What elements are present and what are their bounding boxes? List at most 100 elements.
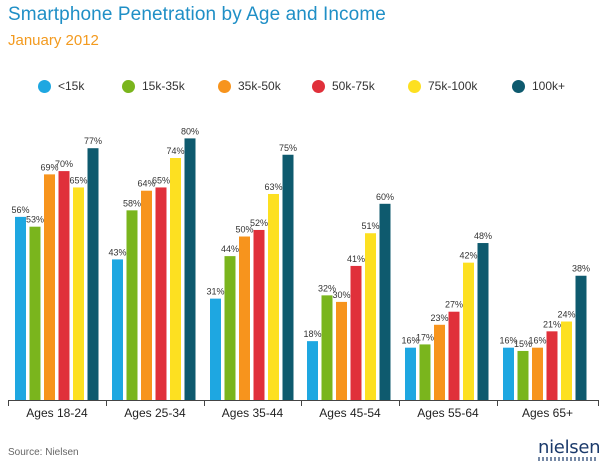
data-label: 42%: [459, 251, 477, 261]
legend-swatch: [38, 79, 51, 93]
legend-swatch: [512, 79, 525, 93]
data-label: 65%: [69, 175, 87, 185]
nielsen-logo: nielsen: [538, 437, 600, 458]
data-label: 70%: [55, 159, 73, 169]
data-label: 58%: [123, 198, 141, 208]
bar: [282, 154, 294, 400]
data-label: 43%: [108, 247, 126, 257]
data-label: 74%: [166, 146, 184, 156]
bar: [561, 321, 572, 400]
chart-subtitle: January 2012: [8, 32, 99, 49]
data-label: 60%: [376, 192, 394, 202]
bar: [253, 229, 265, 400]
legend-label: 15k-35k: [142, 79, 185, 93]
bar: [73, 187, 84, 400]
chart-title: Smartphone Penetration by Age and Income: [8, 4, 386, 25]
x-tick-label: Ages 45-54: [319, 406, 381, 420]
bar: [379, 203, 391, 400]
bar: [517, 350, 529, 400]
x-tick-label: Ages 55-64: [417, 406, 479, 420]
bar: [112, 259, 123, 400]
bar: [268, 193, 279, 400]
data-label: 77%: [84, 136, 102, 146]
legend-item: <15k: [38, 79, 84, 93]
legend-label: <15k: [58, 79, 85, 93]
x-tick-label: Ages 25-34: [124, 406, 186, 420]
data-label: 69%: [40, 162, 58, 172]
data-label: 15%: [514, 339, 532, 349]
data-label: 18%: [303, 329, 321, 339]
data-label: 75%: [279, 143, 297, 153]
data-label: 63%: [264, 182, 282, 192]
bar: [184, 138, 196, 400]
legend-swatch: [408, 79, 421, 93]
bar: [29, 226, 41, 400]
bar: [532, 347, 543, 400]
data-label: 50%: [235, 225, 253, 235]
bar: [170, 158, 181, 400]
bar: [239, 236, 250, 400]
bar: [477, 243, 489, 400]
data-label: 21%: [543, 319, 561, 329]
legend-swatch: [312, 79, 325, 93]
legend-label: 75k-100k: [428, 79, 478, 93]
bar: [503, 347, 514, 400]
x-tick-label: Ages 65+: [522, 406, 573, 420]
source-note: Source: Nielsen: [8, 447, 79, 458]
data-label: 30%: [332, 290, 350, 300]
data-label: 38%: [572, 264, 590, 274]
data-label: 56%: [11, 205, 29, 215]
x-tick-label: Ages 35-44: [222, 406, 284, 420]
bar: [224, 256, 236, 400]
legend-item: 35k-50k: [218, 79, 281, 93]
legend-swatch: [218, 79, 231, 93]
bar: [58, 171, 70, 400]
legend-label: 50k-75k: [332, 79, 375, 93]
x-tick-label: Ages 18-24: [26, 406, 88, 420]
data-label: 16%: [401, 336, 419, 346]
data-label: 23%: [430, 313, 448, 323]
legend-item: 15k-35k: [122, 79, 185, 93]
data-label: 65%: [152, 175, 170, 185]
legend-label: 35k-50k: [238, 79, 281, 93]
legend-label: 100k+: [532, 79, 566, 93]
bar: [141, 190, 152, 400]
bar: [44, 174, 55, 400]
legend-item: 75k-100k: [408, 79, 477, 93]
data-label: 16%: [528, 336, 546, 346]
legend: <15k 15k-35k 35k-50k 50k-75k 75k-100k 100k+: [38, 79, 598, 99]
bar: [15, 216, 26, 400]
bar: [321, 295, 333, 400]
data-label: 32%: [318, 283, 336, 293]
legend-item: 100k+: [512, 79, 565, 93]
bar: [463, 262, 474, 400]
legend-swatch: [122, 79, 135, 93]
data-label: 48%: [474, 231, 492, 241]
bar: [546, 331, 558, 400]
data-label: 51%: [361, 221, 379, 231]
bar: [307, 341, 318, 400]
data-label: 52%: [250, 218, 268, 228]
bar: [434, 324, 445, 400]
data-label: 53%: [26, 215, 44, 225]
logo-underline: [538, 457, 596, 461]
bar: [419, 344, 431, 400]
data-label: 64%: [137, 179, 155, 189]
data-label: 31%: [206, 287, 224, 297]
data-label: 17%: [416, 332, 434, 342]
bar: [336, 301, 347, 400]
data-label: 44%: [221, 244, 239, 254]
data-label: 27%: [445, 300, 463, 310]
legend-item: 50k-75k: [312, 79, 375, 93]
data-label: 24%: [557, 310, 575, 320]
bar: [365, 233, 376, 400]
bar: [448, 311, 460, 400]
bar: [210, 298, 221, 400]
data-label: 41%: [347, 254, 365, 264]
bar: [405, 347, 416, 400]
bar: [87, 148, 99, 400]
bar: [126, 210, 138, 400]
bar: [575, 275, 587, 400]
data-label: 16%: [499, 336, 517, 346]
